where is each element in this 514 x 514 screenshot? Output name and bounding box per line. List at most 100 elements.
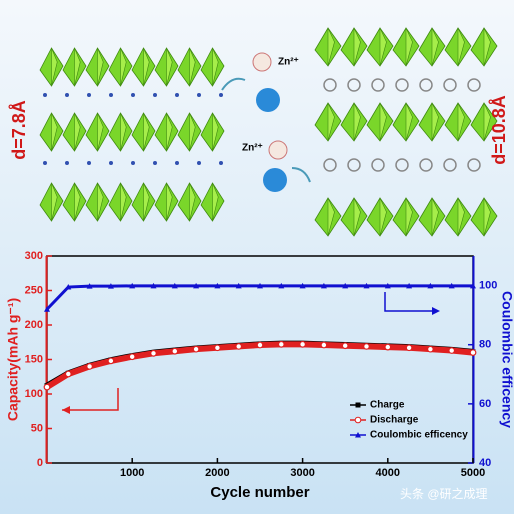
polyhedron (166, 182, 173, 222)
x-tick-label: 2000 (205, 467, 229, 479)
spacing-label: d=7.8Å (9, 100, 29, 160)
ion (153, 161, 157, 165)
point (43, 383, 51, 391)
polyhedron (379, 27, 387, 67)
molecule (395, 158, 409, 172)
y-tick-label: 0 (37, 457, 43, 469)
molecule (323, 78, 337, 92)
y-tick-label: 200 (25, 319, 43, 331)
polyhedron (143, 182, 150, 222)
polyhedron (189, 182, 196, 222)
annotation-arrow (384, 292, 438, 312)
ion-sphere (268, 140, 288, 160)
legend-marker (354, 416, 362, 424)
polyhedron (353, 27, 361, 67)
molecule (419, 158, 433, 172)
polyhedron (212, 182, 219, 222)
annotation-arrowhead (62, 406, 70, 414)
legend-symbol (355, 402, 361, 408)
polyhedron (51, 112, 58, 152)
x-axis-label: Cycle number (210, 484, 309, 501)
x-tick-label: 5000 (461, 467, 485, 479)
arrow (291, 167, 311, 183)
point (214, 282, 221, 289)
ion (153, 93, 157, 97)
polyhedron (120, 112, 127, 152)
ion (175, 161, 179, 165)
molecule (371, 78, 385, 92)
ion (65, 93, 69, 97)
point (320, 341, 328, 349)
point (299, 340, 307, 348)
polyhedron (379, 102, 387, 142)
polyhedron (353, 197, 361, 237)
molecule (347, 158, 361, 172)
polyhedron (120, 47, 127, 87)
ion (109, 93, 113, 97)
point (448, 282, 455, 289)
right-axis (472, 256, 475, 463)
structure-diagram (39, 27, 498, 237)
y2-tick-label: 100 (479, 279, 497, 291)
molecule (443, 78, 457, 92)
ion-label: Zn²⁺ (242, 143, 263, 154)
molecule (395, 78, 409, 92)
point (384, 343, 392, 351)
polyhedron (97, 112, 104, 152)
ion-sphere (252, 52, 272, 72)
polyhedron (97, 47, 104, 87)
point (427, 282, 434, 289)
polyhedron (431, 102, 439, 142)
polyhedron (212, 112, 219, 152)
point (342, 282, 349, 289)
point (299, 282, 306, 289)
annotation-arrowhead (432, 307, 440, 315)
polyhedron (483, 197, 491, 237)
y2-tick-label: 60 (479, 398, 491, 410)
polyhedron (405, 27, 413, 67)
polyhedron (457, 27, 465, 67)
point (341, 342, 349, 350)
x-tick-label: 4000 (376, 467, 400, 479)
ion (43, 161, 47, 165)
polyhedron (51, 182, 58, 222)
point (469, 349, 477, 357)
point (405, 344, 413, 352)
point (171, 347, 179, 355)
ion (197, 93, 201, 97)
polyhedron (353, 102, 361, 142)
ion (219, 161, 223, 165)
polyhedron (51, 47, 58, 87)
legend-label: Charge (370, 400, 405, 411)
ion (65, 161, 69, 165)
x-tick-label: 3000 (290, 467, 314, 479)
point (44, 306, 50, 312)
point (256, 341, 264, 349)
point (86, 283, 93, 289)
ion (109, 161, 113, 165)
point (213, 344, 221, 352)
polyhedron (457, 102, 465, 142)
point (257, 282, 263, 289)
ion-label: Zn²⁺ (278, 57, 299, 68)
ion (175, 93, 179, 97)
legend-marker (355, 432, 361, 438)
point (107, 357, 115, 365)
point (192, 345, 200, 353)
legend-symbol (355, 432, 361, 438)
point (277, 340, 285, 348)
ion (197, 161, 201, 165)
ion (87, 161, 91, 165)
point (363, 282, 370, 289)
y2-tick-label: 40 (479, 457, 491, 469)
y-tick-label: 250 (25, 284, 43, 296)
point (406, 282, 413, 289)
point (235, 282, 242, 289)
arrow (221, 77, 246, 91)
figure-icon (256, 88, 280, 112)
polyhedron (379, 197, 387, 237)
y2-axis-label: Coulombic efficency (499, 291, 514, 428)
point (278, 282, 285, 289)
